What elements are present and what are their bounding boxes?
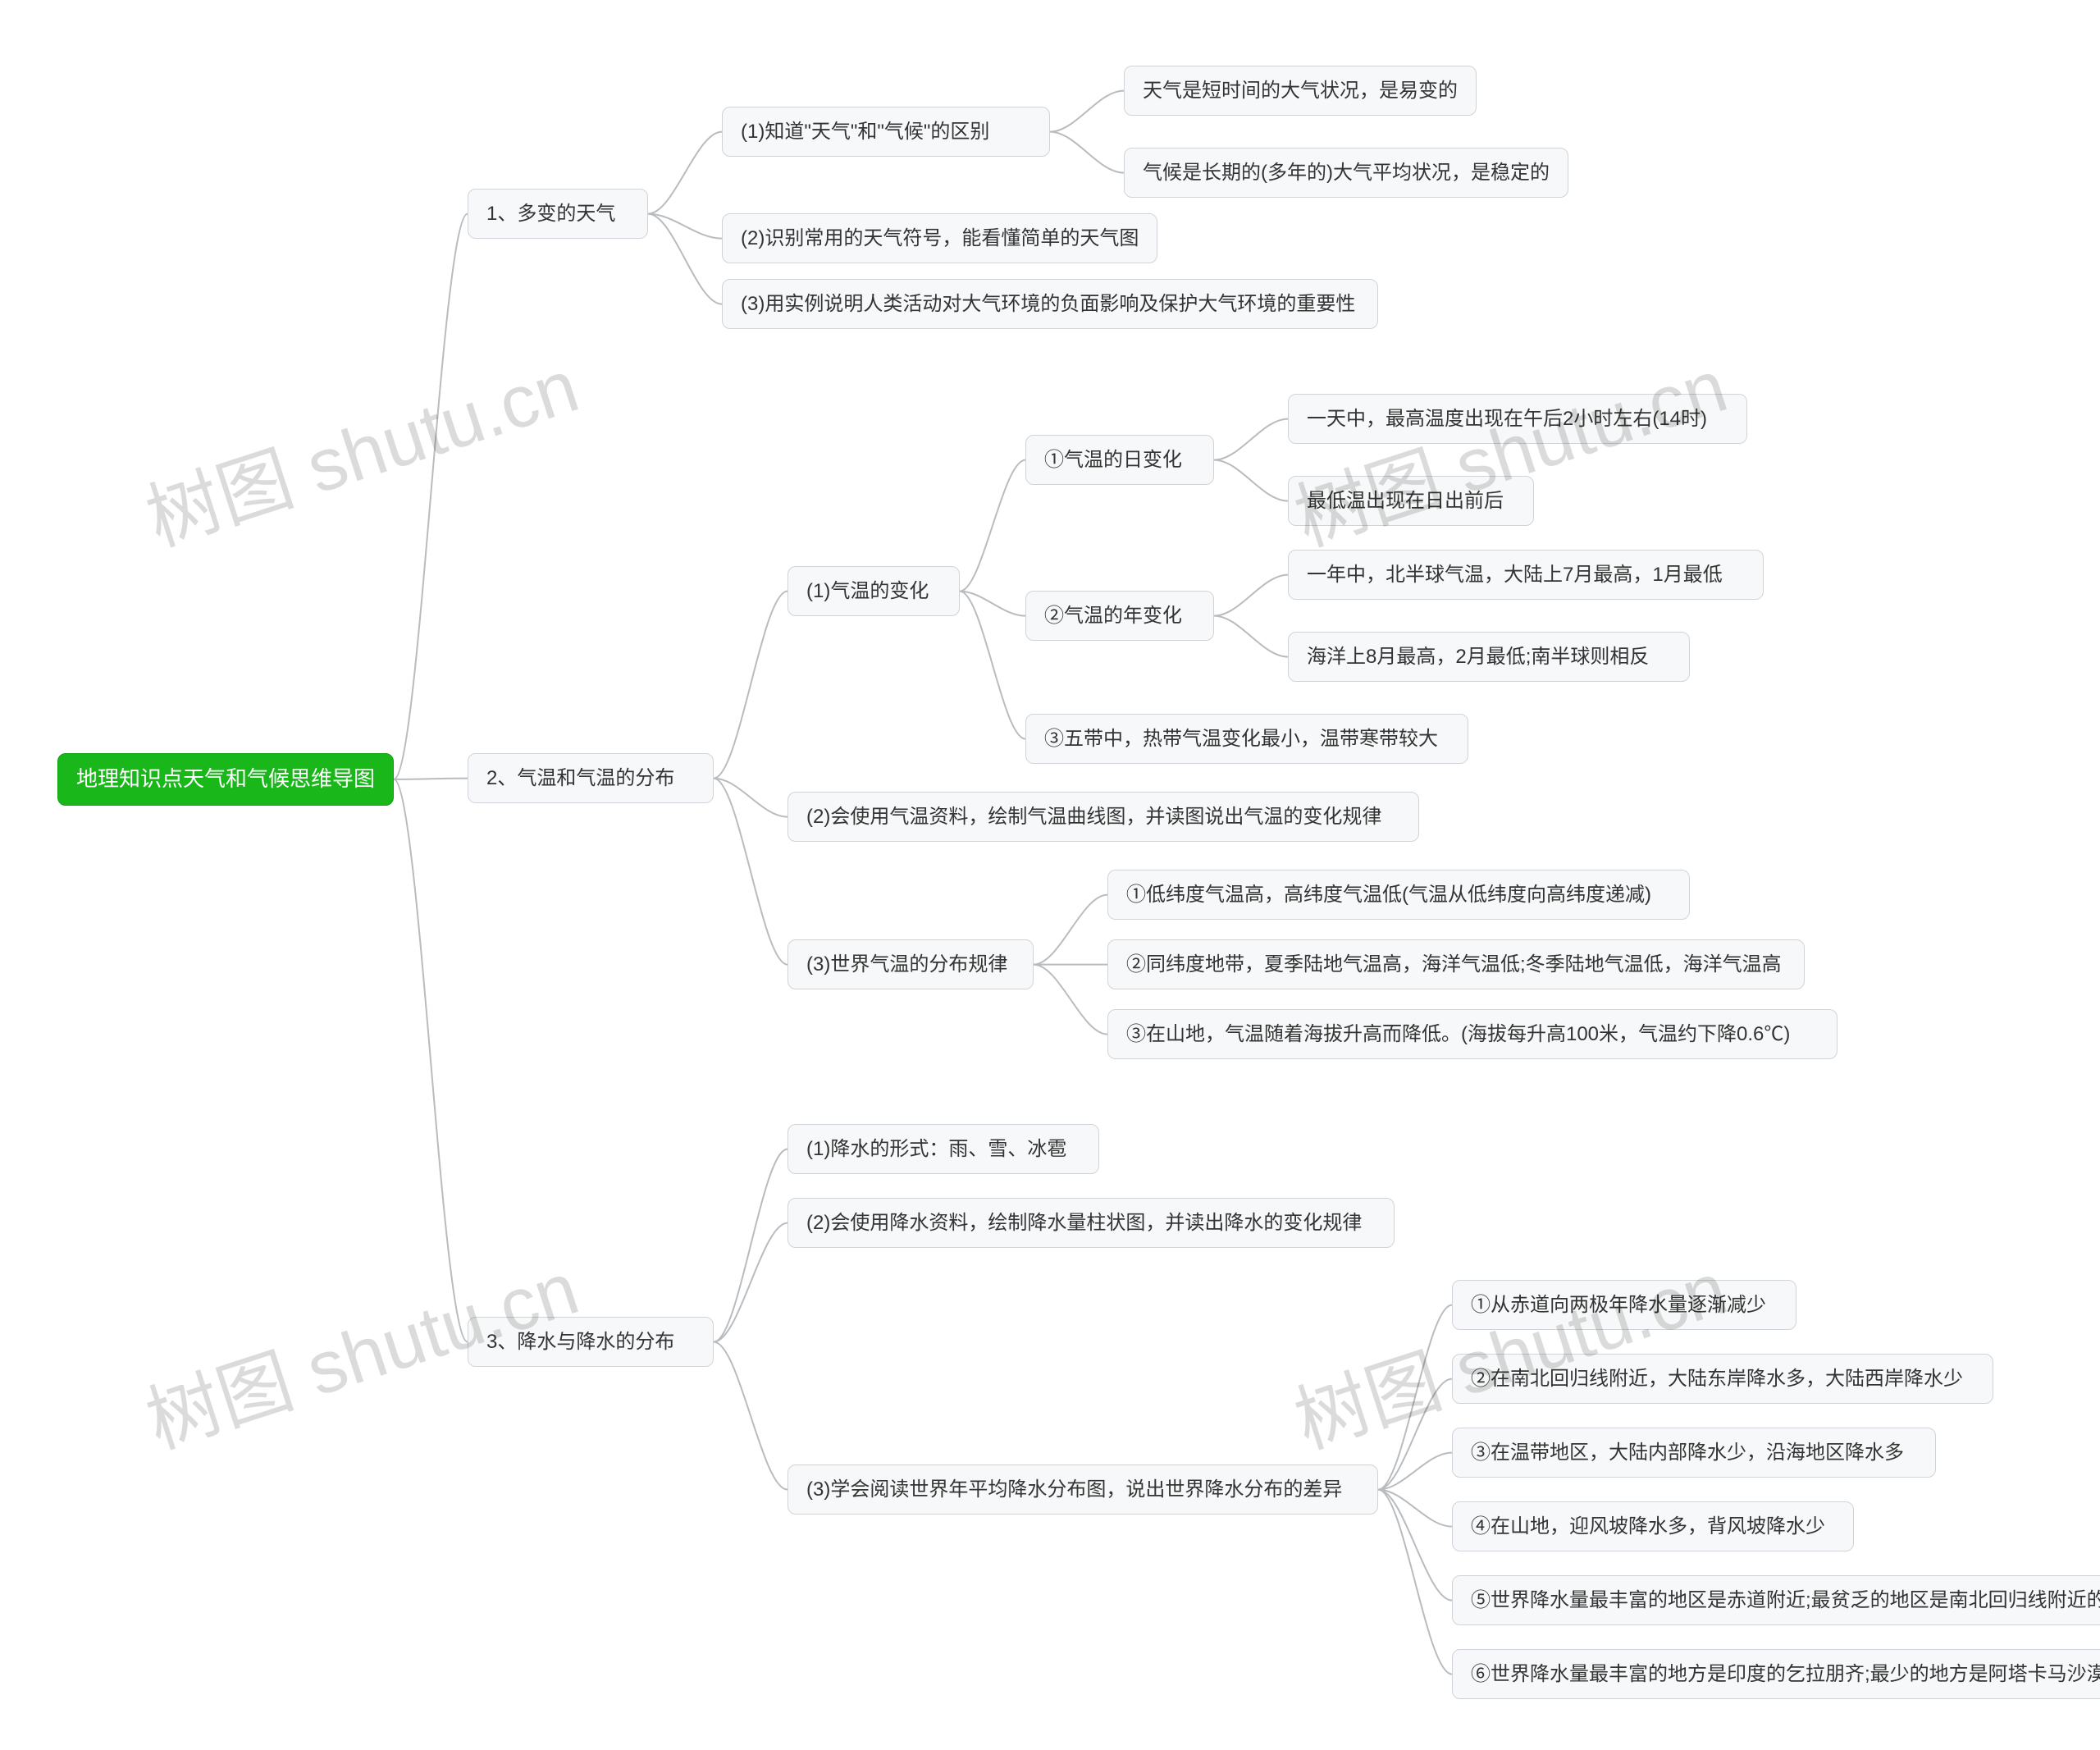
node-label: ②气温的年变化 xyxy=(1044,605,1182,627)
node-label: ①低纬度气温高，高纬度气温低(气温从低纬度向高纬度递减) xyxy=(1126,884,1651,906)
connector xyxy=(714,1342,788,1490)
node-label: ③在温带地区，大陆内部降水少，沿海地区降水多 xyxy=(1471,1442,1904,1464)
node-label: 海洋上8月最高，2月最低;南半球则相反 xyxy=(1307,646,1649,668)
connector xyxy=(714,592,788,779)
node-label: ⑤世界降水量最丰富的地区是赤道附近;最贫乏的地区是南北回归线附近的大陆西岸 xyxy=(1471,1589,2100,1611)
connector xyxy=(1378,1379,1452,1490)
mindmap-node-b2c3a[interactable]: ①低纬度气温高，高纬度气温低(气温从低纬度向高纬度递减) xyxy=(1107,870,1690,920)
connector xyxy=(960,592,1025,739)
node-label: 2、气温和气温的分布 xyxy=(486,767,674,789)
mindmap-node-b3c3a[interactable]: ①从赤道向两极年降水量逐渐减少 xyxy=(1452,1280,1796,1330)
mindmap-node-b1c3[interactable]: (3)用实例说明人类活动对大气环境的负面影响及保护大气环境的重要性 xyxy=(722,279,1378,329)
node-label: ②同纬度地带，夏季陆地气温高，海洋气温低;冬季陆地气温低，海洋气温高 xyxy=(1126,953,1782,976)
mindmap-node-b2c2[interactable]: (2)会使用气温资料，绘制气温曲线图，并读图说出气温的变化规律 xyxy=(788,792,1419,842)
node-label: (2)识别常用的天气符号，能看懂简单的天气图 xyxy=(741,227,1139,249)
connector xyxy=(1214,616,1288,657)
node-label: ③在山地，气温随着海拔升高而降低。(海拔每升高100米，气温约下降0.6℃) xyxy=(1126,1023,1790,1045)
node-label: ②在南北回归线附近，大陆东岸降水多，大陆西岸降水少 xyxy=(1471,1368,1963,1390)
node-label: (2)会使用气温资料，绘制气温曲线图，并读图说出气温的变化规律 xyxy=(806,806,1381,828)
connector xyxy=(1378,1490,1452,1675)
mindmap-node-b2c3b[interactable]: ②同纬度地带，夏季陆地气温高，海洋气温低;冬季陆地气温低，海洋气温高 xyxy=(1107,939,1805,989)
connector xyxy=(714,1149,788,1342)
connector xyxy=(394,779,468,1342)
connector xyxy=(1378,1305,1452,1490)
mindmap-node-b1c2[interactable]: (2)识别常用的天气符号，能看懂简单的天气图 xyxy=(722,213,1157,263)
mindmap-node-b3c3e[interactable]: ⑤世界降水量最丰富的地区是赤道附近;最贫乏的地区是南北回归线附近的大陆西岸 xyxy=(1452,1575,2100,1625)
mindmap-node-b2c3c[interactable]: ③在山地，气温随着海拔升高而降低。(海拔每升高100米，气温约下降0.6℃) xyxy=(1107,1009,1838,1059)
connector xyxy=(1214,460,1288,501)
node-label: (1)知道"天气"和"气候"的区别 xyxy=(741,121,989,143)
mindmap-node-b2c1c[interactable]: ③五带中，热带气温变化最小，温带寒带较大 xyxy=(1025,714,1468,764)
node-label: 一年中，北半球气温，大陆上7月最高，1月最低 xyxy=(1307,564,1723,586)
connector xyxy=(1050,91,1124,132)
connector xyxy=(1378,1453,1452,1490)
mindmap-node-b3c3c[interactable]: ③在温带地区，大陆内部降水少，沿海地区降水多 xyxy=(1452,1428,1936,1478)
node-label: ④在山地，迎风坡降水多，背风坡降水少 xyxy=(1471,1515,1825,1538)
connector xyxy=(1378,1490,1452,1601)
mindmap-node-b1[interactable]: 1、多变的天气 xyxy=(468,189,648,239)
mindmap-node-b3c3f[interactable]: ⑥世界降水量最丰富的地方是印度的乞拉朋齐;最少的地方是阿塔卡马沙漠 xyxy=(1452,1649,2100,1699)
node-label: (2)会使用降水资料，绘制降水量柱状图，并读出降水的变化规律 xyxy=(806,1212,1362,1234)
node-label: (3)学会阅读世界年平均降水分布图，说出世界降水分布的差异 xyxy=(806,1478,1342,1501)
mindmap-node-b3c1[interactable]: (1)降水的形式：雨、雪、冰雹 xyxy=(788,1124,1099,1174)
node-label: ①气温的日变化 xyxy=(1044,449,1182,471)
mindmap-node-b3c3[interactable]: (3)学会阅读世界年平均降水分布图，说出世界降水分布的差异 xyxy=(788,1464,1378,1515)
watermark: 树图 shutu.cn xyxy=(1280,327,1738,566)
node-label: (1)降水的形式：雨、雪、冰雹 xyxy=(806,1138,1066,1160)
mindmap-node-b2c3[interactable]: (3)世界气温的分布规律 xyxy=(788,939,1034,989)
connector xyxy=(1214,419,1288,460)
mindmap-node-b2c1a[interactable]: ①气温的日变化 xyxy=(1025,435,1214,485)
mindmap-node-b2c1b[interactable]: ②气温的年变化 xyxy=(1025,591,1214,641)
node-label: 1、多变的天气 xyxy=(486,203,615,225)
mindmap-node-b2c1b2[interactable]: 海洋上8月最高，2月最低;南半球则相反 xyxy=(1288,632,1690,682)
node-label: 最低温出现在日出前后 xyxy=(1307,490,1504,512)
connector xyxy=(1214,575,1288,616)
connector xyxy=(394,214,468,779)
mindmap-node-b1c1[interactable]: (1)知道"天气"和"气候"的区别 xyxy=(722,107,1050,157)
node-label: 天气是短时间的大气状况，是易变的 xyxy=(1143,80,1458,102)
connector xyxy=(714,779,788,817)
node-label: 地理知识点天气和气候思维导图 xyxy=(76,766,375,791)
connector xyxy=(714,779,788,965)
mindmap-node-b1c1b[interactable]: 气候是长期的(多年的)大气平均状况，是稳定的 xyxy=(1124,148,1568,198)
mindmap-node-b3c3b[interactable]: ②在南北回归线附近，大陆东岸降水多，大陆西岸降水少 xyxy=(1452,1354,1993,1404)
mindmap-node-b3c3d[interactable]: ④在山地，迎风坡降水多，背风坡降水少 xyxy=(1452,1501,1854,1551)
connector xyxy=(1378,1490,1452,1527)
node-label: (3)用实例说明人类活动对大气环境的负面影响及保护大气环境的重要性 xyxy=(741,293,1355,315)
mindmap-node-b3[interactable]: 3、降水与降水的分布 xyxy=(468,1317,714,1367)
watermark: 树图 shutu.cn xyxy=(131,327,590,566)
node-label: (3)世界气温的分布规律 xyxy=(806,953,1007,976)
node-label: 气候是长期的(多年的)大气平均状况，是稳定的 xyxy=(1143,162,1550,184)
mindmap-node-b1c1a[interactable]: 天气是短时间的大气状况，是易变的 xyxy=(1124,66,1477,116)
mindmap-node-b2[interactable]: 2、气温和气温的分布 xyxy=(468,753,714,803)
mindmap-node-b2c1a2[interactable]: 最低温出现在日出前后 xyxy=(1288,476,1534,526)
connector xyxy=(1050,132,1124,173)
mindmap-canvas: 地理知识点天气和气候思维导图 1、多变的天气 (1)知道"天气"和"气候"的区别 天气… xyxy=(0,0,2100,1750)
connector xyxy=(960,592,1025,616)
connector xyxy=(648,132,722,214)
node-label: (1)气温的变化 xyxy=(806,580,929,602)
connector xyxy=(1034,895,1107,965)
mindmap-node-b2c1[interactable]: (1)气温的变化 xyxy=(788,566,960,616)
mindmap-node-root[interactable]: 地理知识点天气和气候思维导图 xyxy=(57,753,394,806)
mindmap-node-b3c2[interactable]: (2)会使用降水资料，绘制降水量柱状图，并读出降水的变化规律 xyxy=(788,1198,1395,1248)
node-label: ③五带中，热带气温变化最小，温带寒带较大 xyxy=(1044,728,1438,750)
connector xyxy=(648,214,722,304)
connector xyxy=(648,214,722,239)
node-label: ①从赤道向两极年降水量逐渐减少 xyxy=(1471,1294,1766,1316)
connector xyxy=(1034,965,1107,1035)
connector xyxy=(714,1223,788,1342)
connector xyxy=(960,460,1025,592)
node-label: ⑥世界降水量最丰富的地方是印度的乞拉朋齐;最少的地方是阿塔卡马沙漠 xyxy=(1471,1663,2100,1685)
mindmap-node-b2c1a1[interactable]: 一天中，最高温度出现在午后2小时左右(14时) xyxy=(1288,394,1747,444)
node-label: 一天中，最高温度出现在午后2小时左右(14时) xyxy=(1307,408,1707,430)
mindmap-node-b2c1b1[interactable]: 一年中，北半球气温，大陆上7月最高，1月最低 xyxy=(1288,550,1764,600)
node-label: 3、降水与降水的分布 xyxy=(486,1331,674,1353)
